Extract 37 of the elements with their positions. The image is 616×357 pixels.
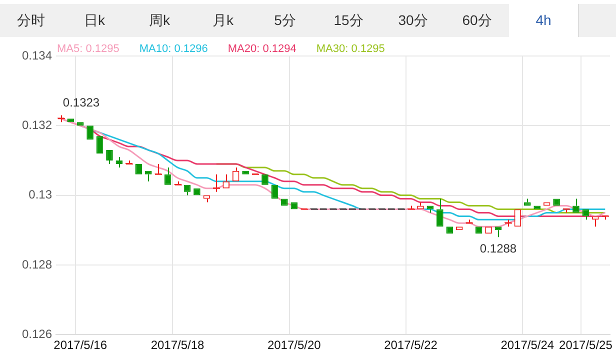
y-tick-label: 0.128 bbox=[22, 257, 52, 272]
text: 60分 bbox=[461, 11, 493, 30]
annotation: 0.1323 bbox=[62, 96, 100, 110]
candlestick bbox=[592, 216, 599, 228]
x-tick-label: 2017/5/22 bbox=[384, 338, 438, 352]
candlestick bbox=[203, 195, 210, 203]
text: MA5: 0.1295 bbox=[57, 43, 120, 55]
candlestick bbox=[494, 226, 502, 238]
candlestick bbox=[144, 170, 152, 182]
x-tick-label: 2017/5/20 bbox=[267, 338, 322, 352]
text: MA10: 0.1296 bbox=[139, 43, 208, 55]
text: 周k bbox=[148, 11, 171, 30]
text: 月k bbox=[212, 11, 234, 30]
x-tick-label: 2017/5/25 bbox=[559, 338, 613, 352]
text: MA30: 0.1295 bbox=[316, 43, 385, 55]
y-tick-label: 0.132 bbox=[22, 118, 52, 132]
candlestick bbox=[164, 166, 172, 185]
y-tick-label: 0.13 bbox=[28, 188, 52, 202]
candlestick bbox=[436, 198, 444, 227]
text: 15分 bbox=[332, 11, 364, 30]
candlestick bbox=[572, 198, 580, 213]
text: 分时 bbox=[16, 11, 46, 30]
text: 日k bbox=[83, 11, 106, 30]
text: MA20: 0.1294 bbox=[228, 43, 296, 55]
text: 5分 bbox=[273, 11, 297, 30]
candlestick bbox=[426, 206, 434, 214]
text: 4h bbox=[509, 4, 579, 37]
candlestick bbox=[184, 184, 191, 196]
x-tick-label: 2017/5/18 bbox=[150, 338, 205, 352]
y-tick-label: 0.126 bbox=[22, 326, 52, 341]
x-tick-label: 2017/5/16 bbox=[54, 338, 108, 352]
text: 30分 bbox=[397, 11, 429, 30]
candlestick bbox=[582, 209, 590, 220]
x-tick-label: 2017/5/24 bbox=[500, 338, 554, 352]
candlestick bbox=[116, 156, 123, 168]
annotation: 0.1288 bbox=[480, 241, 517, 256]
y-tick-label: 0.134 bbox=[22, 48, 52, 62]
